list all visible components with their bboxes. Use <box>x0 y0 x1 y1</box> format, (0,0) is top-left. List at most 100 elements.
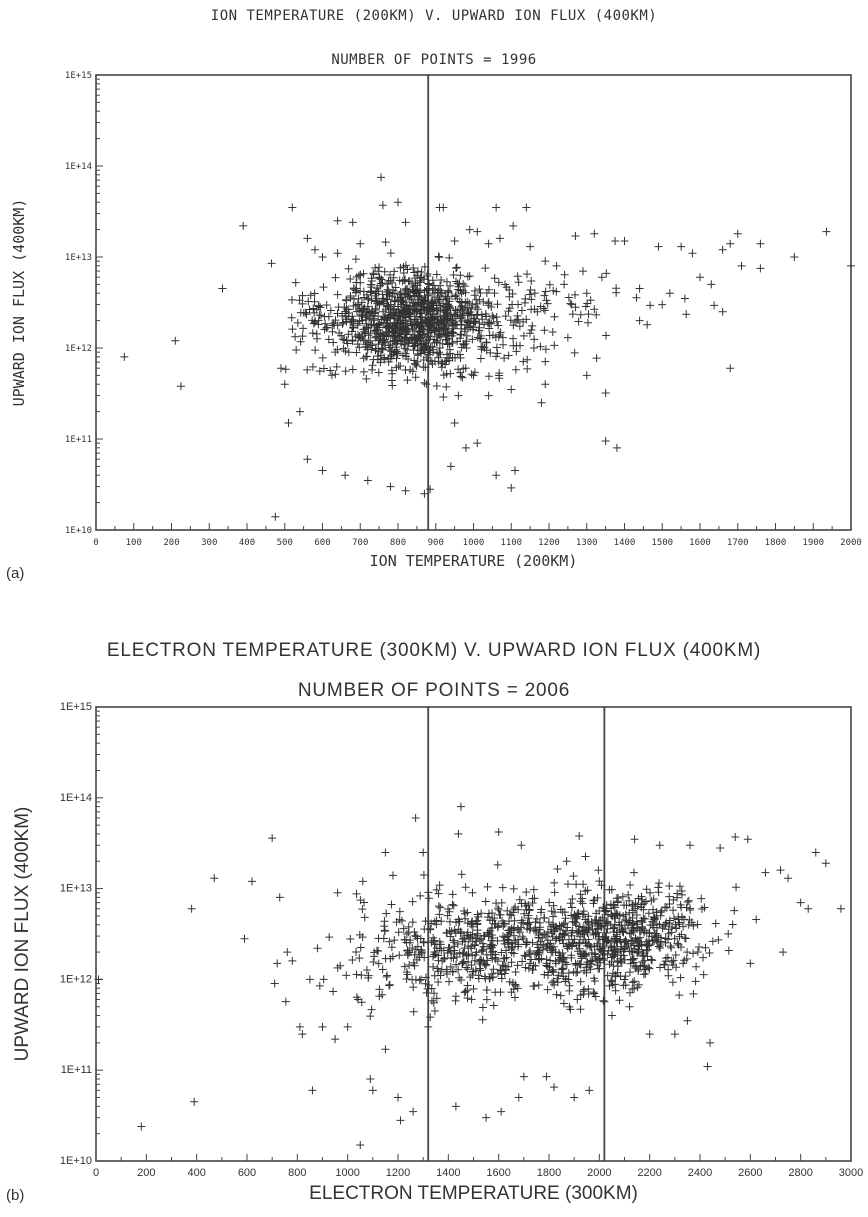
data-point <box>790 253 799 261</box>
data-point <box>402 968 411 977</box>
data-point <box>420 378 429 387</box>
data-point <box>467 942 476 951</box>
data-point <box>444 943 453 952</box>
data-point <box>534 948 543 957</box>
data-point <box>584 310 593 319</box>
data-point <box>460 282 469 291</box>
data-point <box>462 963 471 972</box>
data-point <box>431 285 440 294</box>
data-point <box>644 936 653 945</box>
data-point <box>549 286 558 295</box>
data-point <box>541 287 550 296</box>
data-point <box>306 291 315 300</box>
data-point <box>596 945 605 954</box>
x-tick-label: 2800 <box>788 1167 812 1179</box>
data-point <box>387 900 396 909</box>
data-point <box>325 933 334 942</box>
data-point <box>582 289 591 298</box>
data-point <box>448 890 457 899</box>
data-point <box>536 908 545 917</box>
data-point <box>456 372 465 381</box>
data-point <box>583 299 592 308</box>
data-point <box>479 297 488 306</box>
data-point <box>404 338 413 347</box>
y-tick-label: 1E+11 <box>65 435 92 445</box>
data-point <box>390 289 399 298</box>
data-point <box>546 939 555 948</box>
data-point <box>367 283 376 292</box>
data-point <box>481 309 490 318</box>
data-point <box>601 389 610 398</box>
data-point <box>484 239 493 248</box>
data-point <box>569 872 578 881</box>
data-point <box>669 914 678 923</box>
data-point <box>645 964 654 973</box>
data-point <box>429 348 438 357</box>
data-point <box>520 298 529 307</box>
data-point <box>353 319 362 328</box>
data-point <box>403 265 412 274</box>
data-point <box>684 896 693 905</box>
data-point <box>461 321 470 330</box>
data-point <box>514 278 523 287</box>
data-point <box>400 306 409 315</box>
data-point <box>374 368 383 377</box>
data-point <box>626 880 635 889</box>
data-point <box>543 299 552 308</box>
data-point <box>388 278 397 287</box>
data-point <box>522 270 531 279</box>
data-point <box>373 299 382 308</box>
data-point <box>622 937 631 946</box>
data-point <box>268 834 277 843</box>
data-point <box>380 267 389 276</box>
data-point <box>360 325 369 334</box>
data-point <box>644 940 653 949</box>
data-point <box>382 295 391 304</box>
data-point <box>452 264 461 273</box>
data-point <box>437 965 446 974</box>
data-point <box>386 482 395 491</box>
data-point <box>571 961 580 970</box>
data-point <box>367 307 376 316</box>
data-point <box>94 975 103 984</box>
data-point <box>342 305 351 314</box>
data-point <box>665 899 674 908</box>
data-point <box>620 938 629 947</box>
data-point <box>349 295 358 304</box>
data-point <box>433 349 442 358</box>
data-point <box>553 974 562 983</box>
data-point <box>515 322 524 331</box>
data-point <box>676 900 685 909</box>
data-point <box>683 948 692 957</box>
data-point <box>370 952 379 961</box>
data-point <box>724 946 733 955</box>
data-point <box>733 229 742 238</box>
data-point <box>424 980 433 989</box>
data-point <box>552 990 561 999</box>
data-point <box>434 316 443 325</box>
data-point <box>369 355 378 364</box>
data-point <box>276 364 285 373</box>
data-point <box>547 929 556 938</box>
data-point <box>437 276 446 285</box>
x-tick-label: 2000 <box>587 1167 611 1179</box>
chart-title: ION TEMPERATURE (200KM) V. UPWARD ION FL… <box>210 8 658 24</box>
data-point <box>396 361 405 370</box>
chart-panel-b: ELECTRON TEMPERATURE (300KM) V. UPWARD I… <box>0 620 868 1217</box>
data-point <box>514 1093 523 1102</box>
data-point <box>699 970 708 979</box>
data-point <box>667 943 676 952</box>
data-point <box>626 916 635 925</box>
data-point <box>408 943 417 952</box>
data-point <box>468 888 477 897</box>
data-point <box>455 973 464 982</box>
data-point <box>459 957 468 966</box>
data-point <box>363 302 372 311</box>
x-tick-label: 1500 <box>651 538 673 548</box>
data-point <box>359 293 368 302</box>
data-point <box>443 329 452 338</box>
data-point <box>454 365 463 374</box>
x-tick-label: 0 <box>93 538 98 548</box>
x-tick-label: 1900 <box>802 538 824 548</box>
data-point <box>628 984 637 993</box>
